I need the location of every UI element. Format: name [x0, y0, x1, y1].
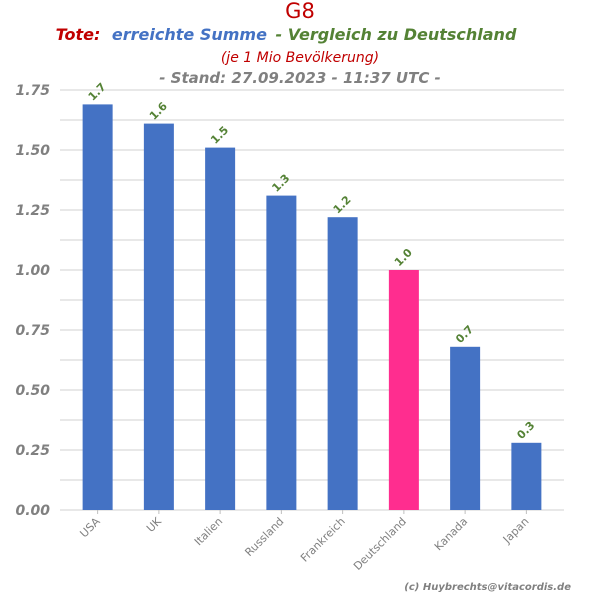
x-tick-label: Japan — [500, 515, 532, 547]
y-tick-label: 1.50 — [15, 143, 50, 159]
credit-text: (c) Huybrechts@vitacordis.de — [404, 582, 571, 593]
y-tick-label: 0.50 — [15, 383, 50, 399]
data-label: 1.5 — [208, 124, 231, 147]
y-tick-label: 0.75 — [15, 323, 50, 339]
x-tick-label: USA — [77, 515, 103, 541]
data-label: 0.3 — [514, 419, 537, 442]
bar-frankreich — [327, 217, 358, 510]
chart-subtitle-line3: - Stand: 27.09.2023 - 11:37 UTC - — [159, 69, 441, 87]
y-tick-label: 0.25 — [15, 443, 50, 459]
x-axis-tick-labels: USA UK Italien Russland Frankreich Deutschlan… — [77, 510, 532, 573]
bar-deutschland — [388, 270, 419, 510]
x-tick-label: Frankreich — [298, 515, 348, 565]
y-tick-label: 1.25 — [15, 203, 50, 219]
chart-title: G8 — [285, 0, 315, 23]
subtitle-summe: erreichte Summe — [112, 25, 267, 44]
x-tick-label: Kanada — [432, 515, 470, 553]
y-tick-label: 0.00 — [15, 503, 50, 519]
data-label: 1.0 — [392, 246, 415, 269]
x-tick-label: Italien — [192, 515, 225, 548]
bar-usa — [82, 104, 113, 511]
bar-kanada — [450, 346, 481, 510]
data-label: 1.6 — [147, 99, 170, 122]
x-tick-label: Russland — [242, 515, 286, 559]
bar-russland — [266, 195, 297, 510]
x-tick-label: Deutschland — [351, 515, 409, 573]
chart-subtitle-line1: Tote: erreichte Summe - Vergleich zu Deu… — [56, 25, 517, 44]
subtitle-vergleich: - Vergleich zu Deutschland — [276, 25, 517, 44]
bar-uk — [143, 123, 174, 510]
subtitle-tote: Tote: — [56, 25, 101, 44]
chart-subtitle-line2: (je 1 Mio Bevölkerung) — [221, 50, 379, 66]
bars — [82, 104, 542, 511]
y-axis-tick-labels: 0.00 0.25 0.50 0.75 1.00 1.25 1.50 1.75 — [15, 83, 50, 519]
y-tick-label: 1.75 — [15, 83, 50, 99]
data-label: 1.7 — [86, 80, 109, 103]
data-label: 1.2 — [331, 193, 354, 216]
x-tick-label: UK — [144, 514, 165, 535]
bar-japan — [511, 442, 542, 510]
y-tick-label: 1.00 — [15, 263, 50, 279]
data-label: 1.3 — [269, 172, 292, 195]
bar-italien — [205, 147, 236, 510]
grid-layer — [60, 89, 564, 511]
data-label: 0.7 — [453, 323, 476, 346]
